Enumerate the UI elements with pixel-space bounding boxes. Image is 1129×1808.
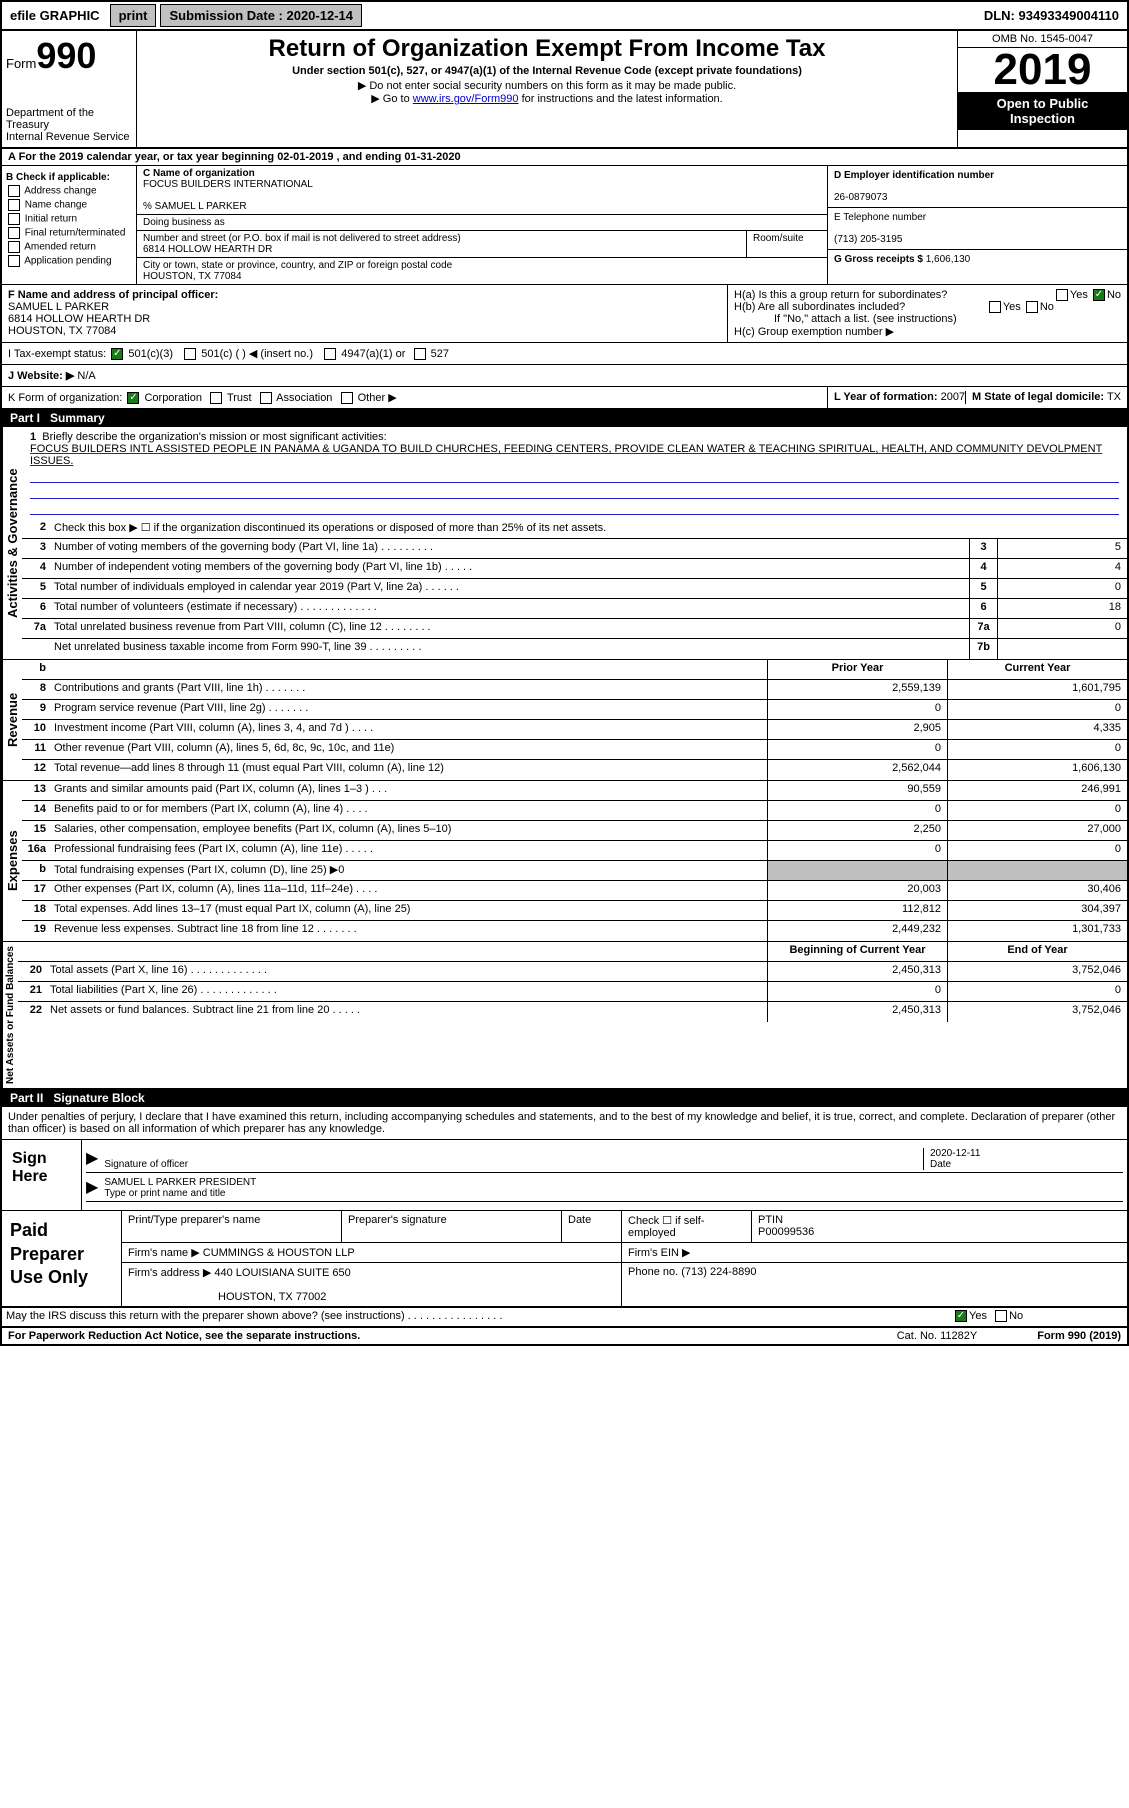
officer-label: F Name and address of principal officer: — [8, 289, 218, 301]
cb-name: Name change — [6, 199, 132, 211]
officer-addr2: HOUSTON, TX 77084 — [8, 325, 116, 337]
row-f-h: F Name and address of principal officer:… — [2, 285, 1127, 343]
row-a-period: A For the 2019 calendar year, or tax yea… — [2, 149, 1127, 166]
addr-label: Number and street (or P.O. box if mail i… — [143, 233, 461, 244]
h-a: H(a) Is this a group return for subordin… — [734, 289, 1121, 301]
ein-label: D Employer identification number — [834, 170, 994, 181]
city-state-zip: HOUSTON, TX 77084 — [143, 271, 242, 282]
year-formation: 2007 — [941, 391, 965, 403]
form-ref: Form 990 (2019) — [1037, 1330, 1121, 1342]
dln: DLN: 93493349004110 — [976, 5, 1127, 26]
form-org-label: K Form of organization: — [8, 392, 122, 404]
part-1-header: Part I Summary — [2, 409, 1127, 427]
efile-label: efile GRAPHIC — [2, 5, 108, 26]
cb-amended: Amended return — [6, 241, 132, 253]
irs-label: Internal Revenue Service — [6, 131, 132, 143]
firm-addr1: 440 LOUISIANA SUITE 650 — [214, 1267, 350, 1279]
revenue-section: Revenue bPrior YearCurrent Year 8Contrib… — [2, 660, 1127, 781]
public-inspection: Open to PublicInspection — [958, 92, 1127, 130]
website-value: N/A — [77, 370, 95, 382]
h-c: H(c) Group exemption number ▶ — [734, 325, 1121, 338]
sig-officer-label: Signature of officer — [104, 1159, 188, 1170]
arrow-icon: ▶ — [86, 1177, 98, 1199]
paid-preparer-label: Paid Preparer Use Only — [2, 1211, 122, 1306]
state-domicile: TX — [1107, 391, 1121, 403]
subtitle-2: ▶ Do not enter social security numbers o… — [141, 79, 953, 92]
discuss-question: May the IRS discuss this return with the… — [2, 1308, 947, 1326]
sign-date: 2020-12-11 — [930, 1148, 980, 1159]
gross-label: G Gross receipts $ — [834, 254, 923, 265]
cb-pending: Application pending — [6, 255, 132, 267]
row-i: I Tax-exempt status: 501(c)(3) 501(c) ( … — [2, 343, 1127, 365]
cb-initial: Initial return — [6, 213, 132, 225]
top-bar: efile GRAPHIC print Submission Date : 20… — [0, 0, 1129, 31]
dba-label: Doing business as — [143, 217, 225, 228]
officer-name: SAMUEL L PARKER — [8, 301, 109, 313]
col-c-org-info: C Name of organization FOCUS BUILDERS IN… — [137, 166, 827, 284]
org-name: FOCUS BUILDERS INTERNATIONAL — [143, 179, 313, 190]
care-of: % SAMUEL L PARKER — [143, 201, 247, 212]
section-bcd: B Check if applicable: Address change Na… — [2, 166, 1127, 285]
firm-phone: (713) 224-8890 — [681, 1266, 756, 1278]
footer: For Paperwork Reduction Act Notice, see … — [2, 1328, 1127, 1344]
paid-preparer-section: Paid Preparer Use Only Print/Type prepar… — [2, 1211, 1127, 1308]
tax-status-label: I Tax-exempt status: — [8, 348, 106, 360]
side-label-rev: Revenue — [2, 660, 22, 780]
cb-final: Final return/terminated — [6, 227, 132, 239]
cat-no: Cat. No. 11282Y — [897, 1330, 978, 1342]
gross-receipts: 1,606,130 — [926, 254, 971, 265]
col-b-checkboxes: B Check if applicable: Address change Na… — [2, 166, 137, 284]
row-k-l-m: K Form of organization: Corporation Trus… — [2, 387, 1127, 409]
row-j: J Website: ▶ N/A — [2, 365, 1127, 387]
penalty-statement: Under penalties of perjury, I declare th… — [2, 1107, 1127, 1140]
side-label-exp: Expenses — [2, 781, 22, 941]
subtitle-1: Under section 501(c), 527, or 4947(a)(1)… — [141, 65, 953, 77]
ein-value: 26-0879073 — [834, 192, 887, 203]
form-header: Form990 Department of the Treasury Inter… — [2, 31, 1127, 149]
submission-date: Submission Date : 2020-12-14 — [160, 4, 362, 27]
cb-address: Address change — [6, 185, 132, 197]
city-label: City or town, state or province, country… — [143, 260, 452, 271]
h-b-note: If "No," attach a list. (see instruction… — [734, 313, 1121, 325]
h-b: H(b) Are all subordinates included? Yes … — [734, 301, 1121, 313]
org-name-label: C Name of organization — [143, 168, 255, 179]
firm-name: CUMMINGS & HOUSTON LLP — [203, 1247, 355, 1259]
officer-addr1: 6814 HOLLOW HEARTH DR — [8, 313, 150, 325]
subtitle-3: ▶ Go to www.irs.gov/Form990 for instruct… — [141, 92, 953, 105]
form-number: 990 — [36, 35, 96, 76]
side-label-gov: Activities & Governance — [2, 427, 22, 659]
dept-treasury: Department of the Treasury — [6, 107, 132, 131]
form-990: Form990 Department of the Treasury Inter… — [0, 31, 1129, 1346]
print-button[interactable]: print — [110, 4, 157, 27]
col-d-ein-tel: D Employer identification number 26-0879… — [827, 166, 1127, 284]
mission-label: Briefly describe the organization's miss… — [42, 431, 386, 443]
form-word: Form — [6, 56, 36, 71]
instructions-link[interactable]: www.irs.gov/Form990 — [413, 93, 519, 105]
expenses-section: Expenses 13Grants and similar amounts pa… — [2, 781, 1127, 942]
side-label-net: Net Assets or Fund Balances — [2, 942, 18, 1088]
officer-typed-name: SAMUEL L PARKER PRESIDENT — [104, 1177, 256, 1188]
part-2-header: Part II Signature Block — [2, 1089, 1127, 1107]
firm-addr2: HOUSTON, TX 77002 — [128, 1291, 326, 1303]
arrow-icon: ▶ — [86, 1148, 98, 1170]
activities-governance: Activities & Governance 1 Briefly descri… — [2, 427, 1127, 660]
street-address: 6814 HOLLOW HEARTH DR — [143, 244, 272, 255]
mission-text: FOCUS BUILDERS INTL ASSISTED PEOPLE IN P… — [30, 443, 1102, 467]
form-title: Return of Organization Exempt From Incom… — [141, 35, 953, 63]
net-assets-section: Net Assets or Fund Balances Beginning of… — [2, 942, 1127, 1089]
tax-year: 2019 — [958, 48, 1127, 92]
sign-here-label: Sign Here — [2, 1140, 82, 1210]
tel-label: E Telephone number — [834, 212, 926, 223]
website-label: J Website: ▶ — [8, 370, 74, 382]
tel-value: (713) 205-3195 — [834, 234, 902, 245]
ptin: P00099536 — [758, 1226, 814, 1238]
sign-here-section: Sign Here ▶ Signature of officer 2020-12… — [2, 1140, 1127, 1211]
room-suite: Room/suite — [747, 231, 827, 257]
col-b-title: B Check if applicable: — [6, 172, 132, 183]
paperwork-notice: For Paperwork Reduction Act Notice, see … — [8, 1330, 360, 1342]
line-2: Check this box ▶ ☐ if the organization d… — [50, 519, 1127, 538]
